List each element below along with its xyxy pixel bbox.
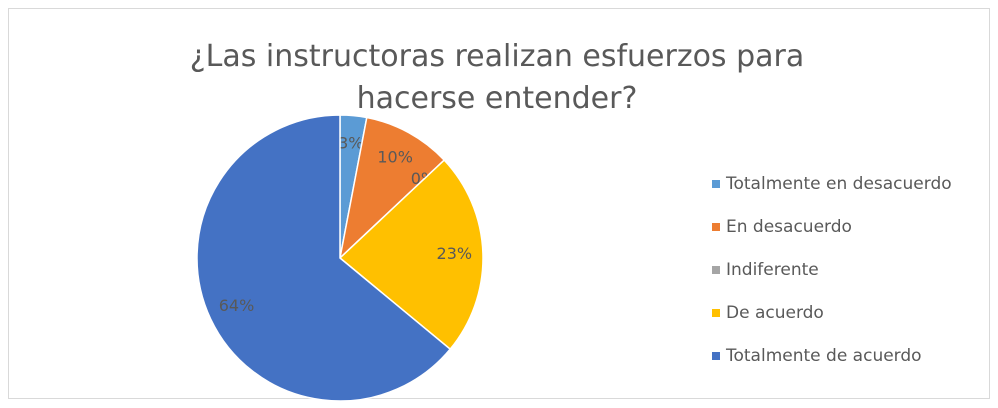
pie-slice bbox=[338, 159, 484, 351]
legend-label: Indiferente bbox=[726, 260, 819, 280]
legend-swatch bbox=[712, 352, 720, 360]
legend-label: Totalmente de acuerdo bbox=[725, 346, 922, 366]
pie-slice bbox=[196, 114, 452, 402]
legend-label: De acuerdo bbox=[726, 303, 824, 323]
data-label: 10% bbox=[377, 147, 413, 166]
legend-label: En desacuerdo bbox=[726, 217, 852, 237]
data-label: 3% bbox=[338, 134, 363, 153]
pie-slice bbox=[338, 116, 446, 261]
legend-swatch bbox=[712, 266, 720, 274]
data-label: 23% bbox=[437, 244, 473, 263]
legend-swatch bbox=[712, 309, 720, 317]
chart-frame bbox=[8, 8, 990, 399]
data-label: 64% bbox=[219, 296, 255, 315]
chart-title: ¿Las instructoras realizan esfuerzos par… bbox=[189, 39, 805, 116]
legend-swatch bbox=[712, 180, 720, 188]
legend-swatch bbox=[712, 223, 720, 231]
legend-label: Totalmente en desacuerdo bbox=[725, 174, 952, 194]
